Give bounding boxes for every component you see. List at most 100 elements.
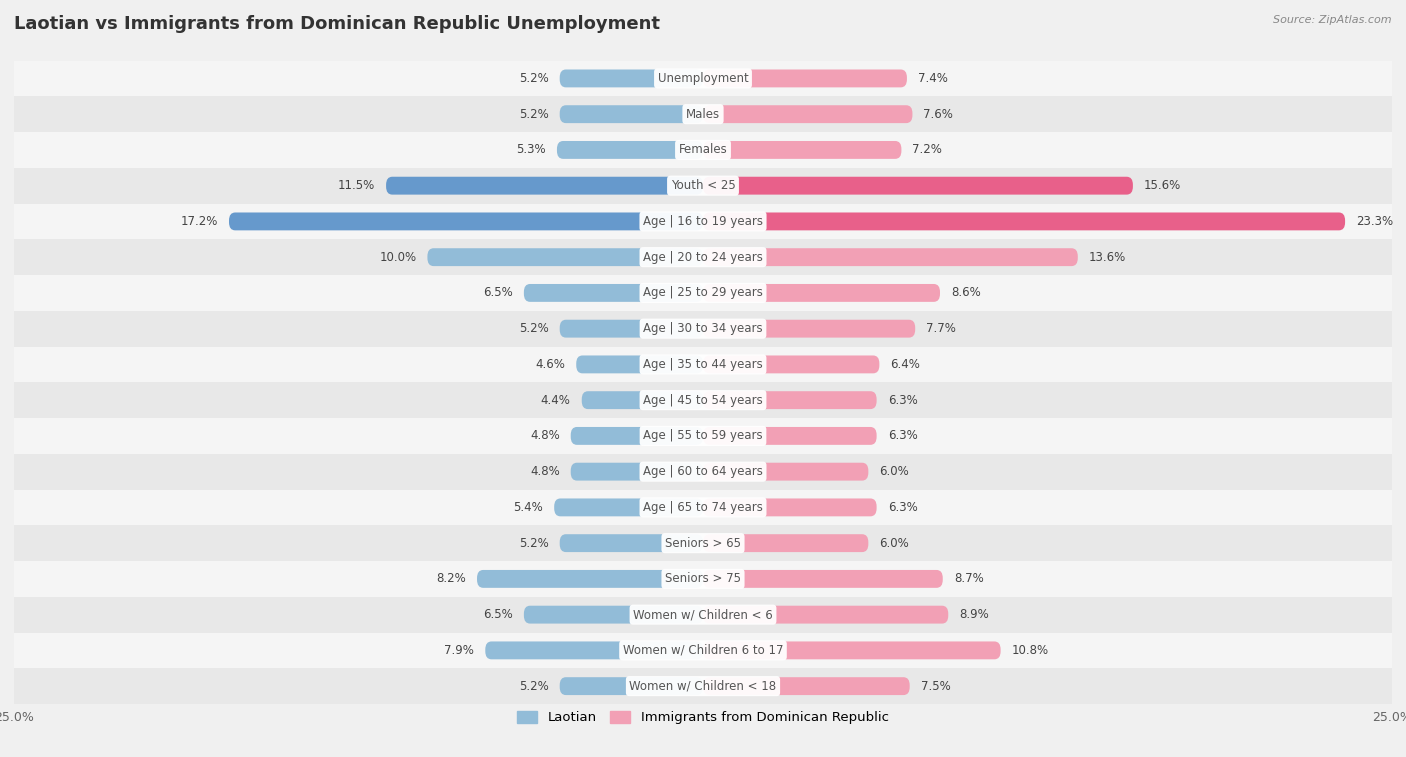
Bar: [14, 96, 1392, 132]
Text: Age | 45 to 54 years: Age | 45 to 54 years: [643, 394, 763, 407]
Text: Age | 20 to 24 years: Age | 20 to 24 years: [643, 251, 763, 263]
FancyBboxPatch shape: [524, 606, 703, 624]
Text: 15.6%: 15.6%: [1144, 179, 1181, 192]
Bar: [14, 633, 1392, 668]
Text: 5.4%: 5.4%: [513, 501, 543, 514]
Bar: [14, 525, 1392, 561]
Text: 7.5%: 7.5%: [921, 680, 950, 693]
Bar: [14, 668, 1392, 704]
Text: 5.3%: 5.3%: [516, 143, 546, 157]
Text: 10.8%: 10.8%: [1012, 644, 1049, 657]
Text: Women w/ Children < 18: Women w/ Children < 18: [630, 680, 776, 693]
Text: 6.3%: 6.3%: [887, 429, 917, 442]
Bar: [14, 561, 1392, 597]
Text: 5.2%: 5.2%: [519, 680, 548, 693]
Text: 5.2%: 5.2%: [519, 537, 548, 550]
Text: Youth < 25: Youth < 25: [671, 179, 735, 192]
FancyBboxPatch shape: [477, 570, 703, 588]
Bar: [14, 132, 1392, 168]
Text: 4.8%: 4.8%: [530, 429, 560, 442]
FancyBboxPatch shape: [560, 678, 703, 695]
Text: 6.4%: 6.4%: [890, 358, 921, 371]
FancyBboxPatch shape: [560, 70, 703, 87]
Bar: [14, 453, 1392, 490]
Bar: [14, 275, 1392, 311]
FancyBboxPatch shape: [571, 427, 703, 445]
Text: Source: ZipAtlas.com: Source: ZipAtlas.com: [1274, 15, 1392, 25]
Text: 8.2%: 8.2%: [436, 572, 465, 585]
FancyBboxPatch shape: [229, 213, 703, 230]
Text: 10.0%: 10.0%: [380, 251, 416, 263]
FancyBboxPatch shape: [703, 678, 910, 695]
FancyBboxPatch shape: [582, 391, 703, 409]
FancyBboxPatch shape: [703, 391, 876, 409]
Text: 11.5%: 11.5%: [337, 179, 375, 192]
Text: 7.6%: 7.6%: [924, 107, 953, 120]
Text: 7.2%: 7.2%: [912, 143, 942, 157]
Text: Age | 55 to 59 years: Age | 55 to 59 years: [643, 429, 763, 442]
FancyBboxPatch shape: [703, 213, 1346, 230]
Text: 6.5%: 6.5%: [484, 608, 513, 621]
FancyBboxPatch shape: [703, 248, 1078, 266]
Text: Age | 65 to 74 years: Age | 65 to 74 years: [643, 501, 763, 514]
Text: Seniors > 65: Seniors > 65: [665, 537, 741, 550]
FancyBboxPatch shape: [703, 463, 869, 481]
Text: 5.2%: 5.2%: [519, 322, 548, 335]
Text: 4.6%: 4.6%: [536, 358, 565, 371]
FancyBboxPatch shape: [703, 356, 879, 373]
Bar: [14, 311, 1392, 347]
FancyBboxPatch shape: [703, 141, 901, 159]
FancyBboxPatch shape: [703, 498, 876, 516]
Text: 6.3%: 6.3%: [887, 501, 917, 514]
FancyBboxPatch shape: [703, 570, 943, 588]
Bar: [14, 204, 1392, 239]
FancyBboxPatch shape: [703, 176, 1133, 195]
Text: Women w/ Children 6 to 17: Women w/ Children 6 to 17: [623, 644, 783, 657]
FancyBboxPatch shape: [427, 248, 703, 266]
FancyBboxPatch shape: [560, 105, 703, 123]
Bar: [14, 382, 1392, 418]
FancyBboxPatch shape: [571, 463, 703, 481]
FancyBboxPatch shape: [554, 498, 703, 516]
Bar: [14, 168, 1392, 204]
Bar: [14, 347, 1392, 382]
Text: 8.7%: 8.7%: [953, 572, 984, 585]
FancyBboxPatch shape: [560, 319, 703, 338]
Text: 6.0%: 6.0%: [879, 465, 910, 478]
Text: Age | 30 to 34 years: Age | 30 to 34 years: [643, 322, 763, 335]
Bar: [14, 418, 1392, 453]
FancyBboxPatch shape: [576, 356, 703, 373]
Text: 5.2%: 5.2%: [519, 72, 548, 85]
Text: 6.5%: 6.5%: [484, 286, 513, 300]
FancyBboxPatch shape: [703, 319, 915, 338]
Text: 4.8%: 4.8%: [530, 465, 560, 478]
Bar: [14, 597, 1392, 633]
Text: 7.4%: 7.4%: [918, 72, 948, 85]
FancyBboxPatch shape: [485, 641, 703, 659]
Text: 17.2%: 17.2%: [180, 215, 218, 228]
Text: Age | 60 to 64 years: Age | 60 to 64 years: [643, 465, 763, 478]
FancyBboxPatch shape: [703, 641, 1001, 659]
Text: Age | 25 to 29 years: Age | 25 to 29 years: [643, 286, 763, 300]
FancyBboxPatch shape: [557, 141, 703, 159]
FancyBboxPatch shape: [524, 284, 703, 302]
Text: 6.0%: 6.0%: [879, 537, 910, 550]
Text: 23.3%: 23.3%: [1357, 215, 1393, 228]
FancyBboxPatch shape: [703, 70, 907, 87]
Legend: Laotian, Immigrants from Dominican Republic: Laotian, Immigrants from Dominican Repub…: [512, 706, 894, 730]
FancyBboxPatch shape: [703, 427, 876, 445]
Text: Females: Females: [679, 143, 727, 157]
FancyBboxPatch shape: [703, 606, 948, 624]
FancyBboxPatch shape: [560, 534, 703, 552]
Text: 8.6%: 8.6%: [950, 286, 981, 300]
FancyBboxPatch shape: [387, 176, 703, 195]
Text: 8.9%: 8.9%: [959, 608, 988, 621]
Text: Age | 16 to 19 years: Age | 16 to 19 years: [643, 215, 763, 228]
Text: 5.2%: 5.2%: [519, 107, 548, 120]
Text: 6.3%: 6.3%: [887, 394, 917, 407]
Text: 13.6%: 13.6%: [1088, 251, 1126, 263]
Text: Seniors > 75: Seniors > 75: [665, 572, 741, 585]
Text: 4.4%: 4.4%: [541, 394, 571, 407]
Bar: [14, 239, 1392, 275]
Text: Laotian vs Immigrants from Dominican Republic Unemployment: Laotian vs Immigrants from Dominican Rep…: [14, 15, 659, 33]
